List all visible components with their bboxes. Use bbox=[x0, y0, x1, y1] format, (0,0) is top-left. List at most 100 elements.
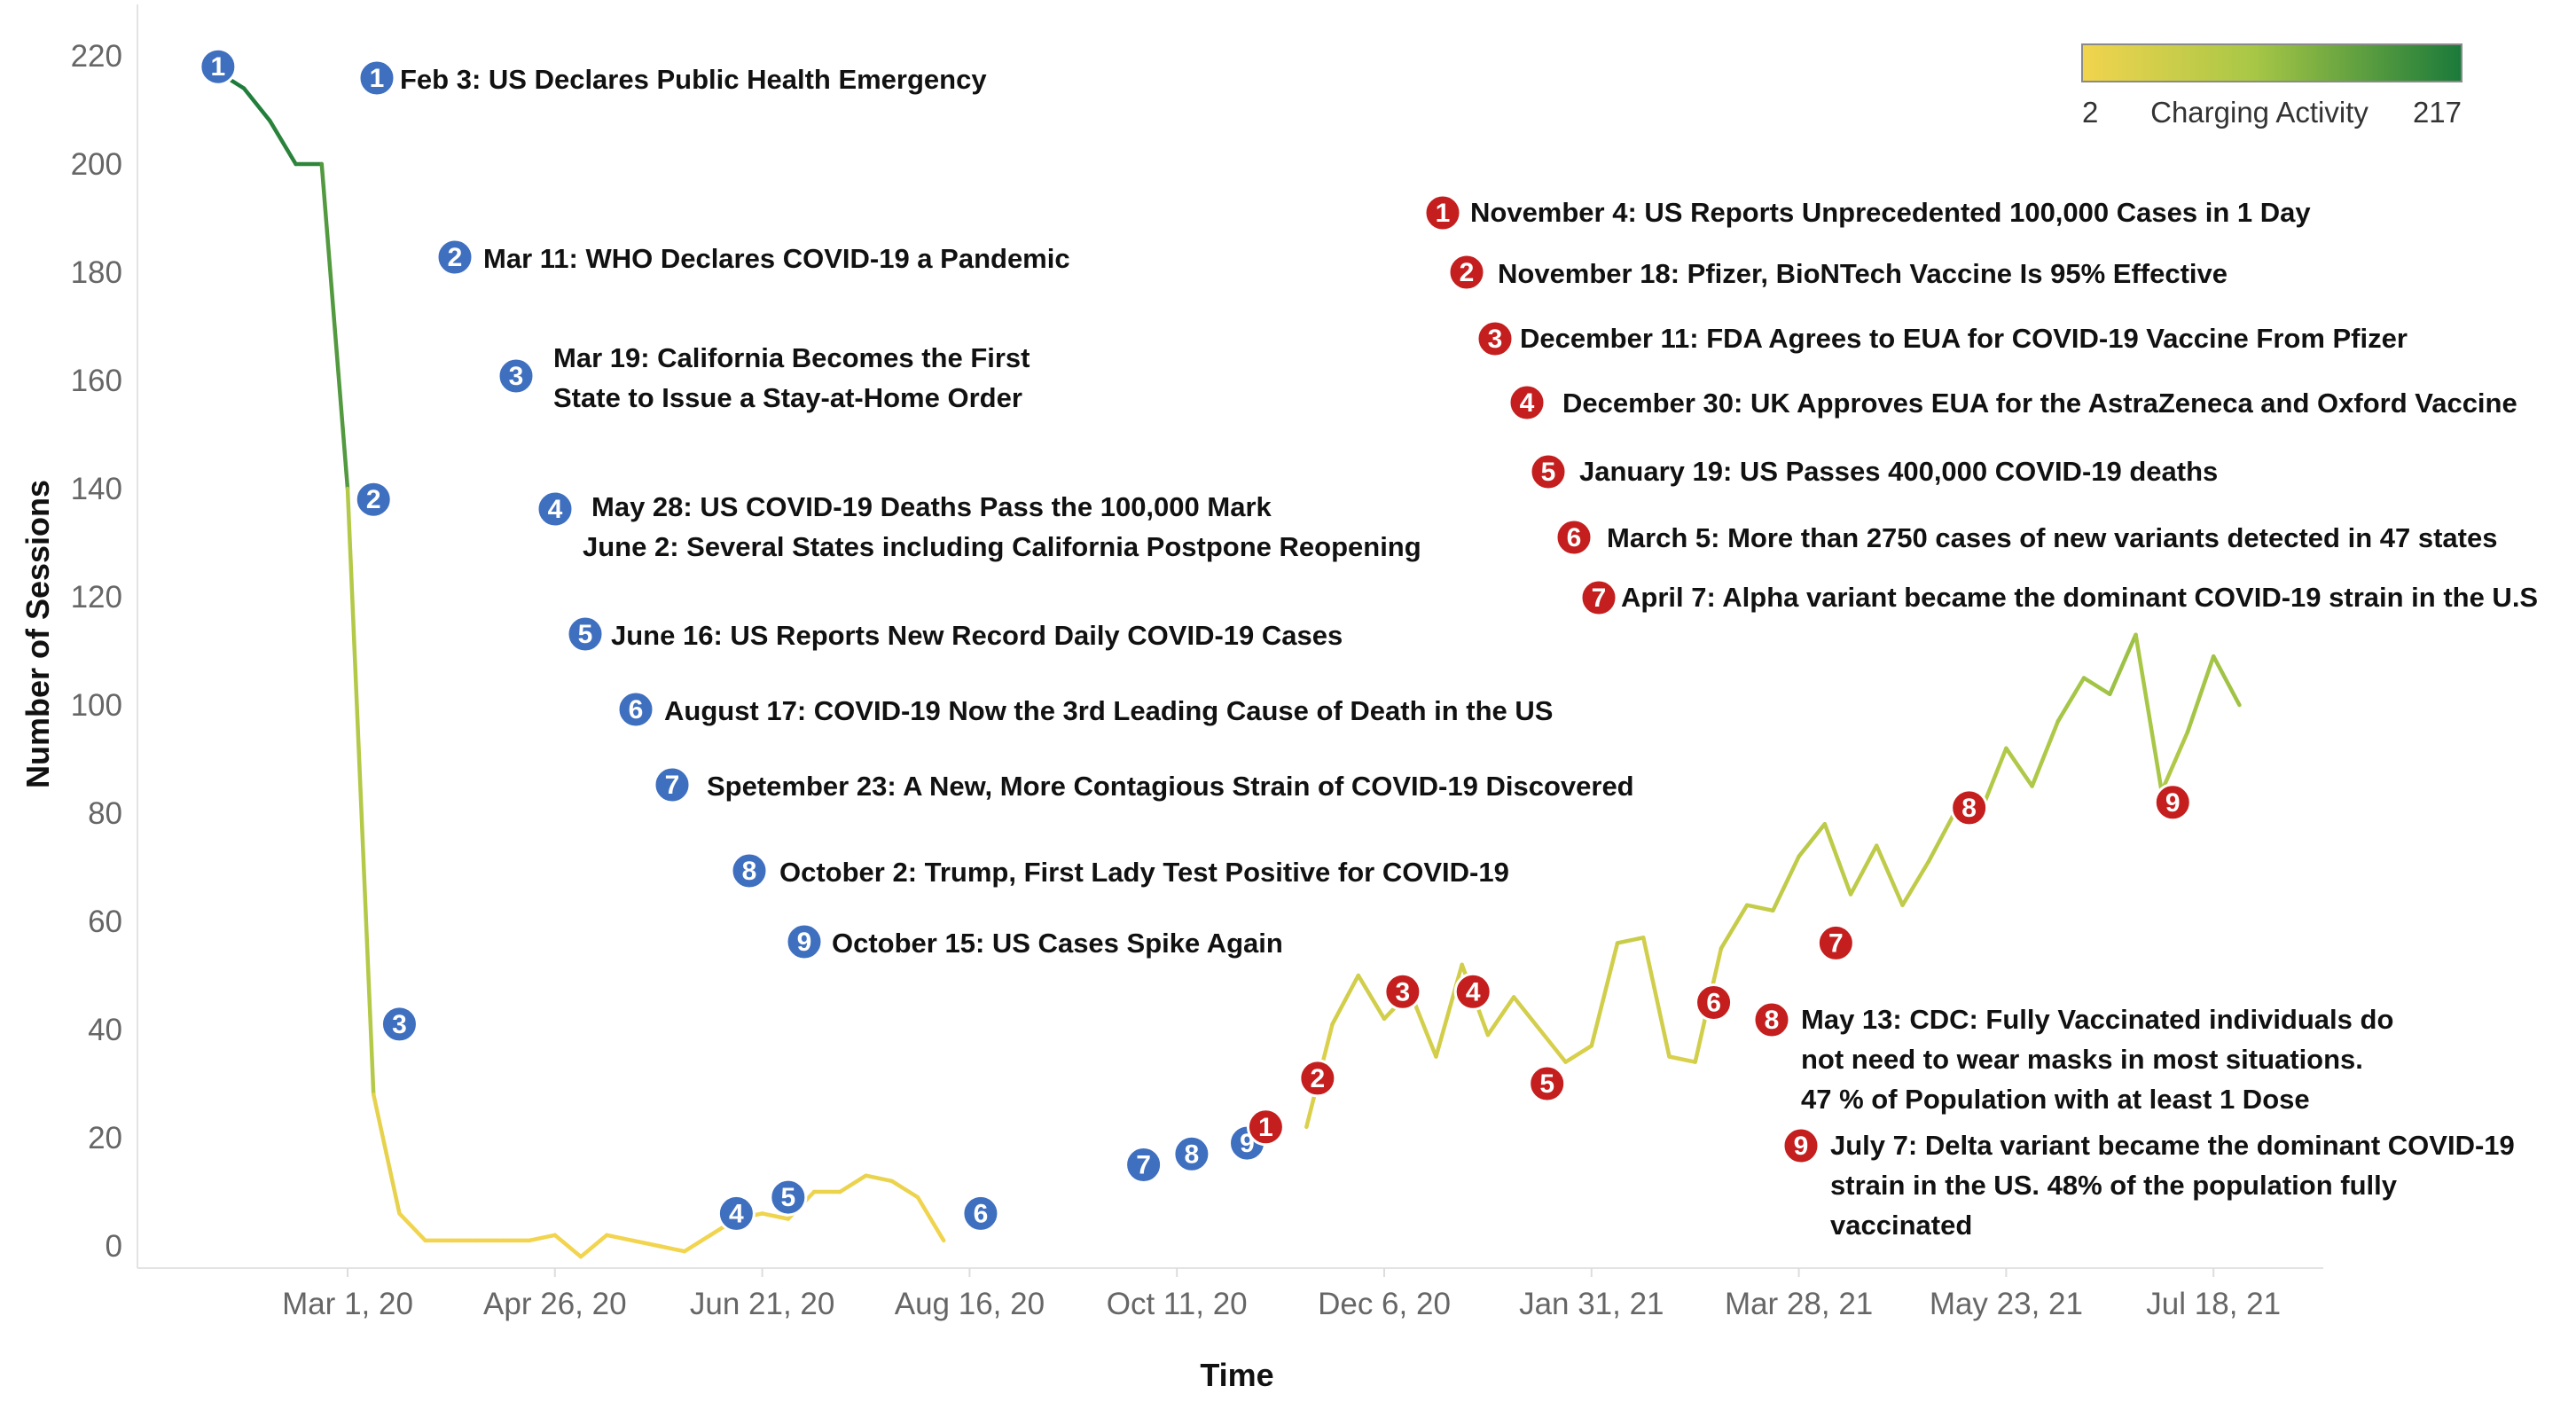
event-marker-2021-1-number: 1 bbox=[1258, 1113, 1273, 1142]
series-line-segment bbox=[864, 1173, 894, 1184]
series-line-segment bbox=[2211, 654, 2242, 708]
annotation-2020-6-badge: 6 bbox=[616, 690, 655, 729]
annotation-2021-3-badge: 3 bbox=[1476, 319, 1515, 358]
y-tick-label: 220 bbox=[71, 39, 122, 74]
annotation-text-line: Feb 3: US Declares Public Health Emergen… bbox=[400, 64, 987, 95]
series-line-segment bbox=[656, 1243, 687, 1254]
annotation-2021-9-badge: 9 bbox=[1781, 1126, 1820, 1165]
series-line-segment bbox=[1667, 1054, 1697, 1064]
annotation-2021-7-badge-circle bbox=[1579, 578, 1618, 617]
event-marker-2020-2-circle bbox=[354, 480, 393, 519]
series-line-segment bbox=[1875, 843, 1905, 907]
x-tick-label: Jan 31, 21 bbox=[1519, 1287, 1664, 1321]
event-marker-2021-3: 3 bbox=[1383, 972, 1422, 1011]
annotation-text-line: Mar 19: California Becomes the First bbox=[553, 342, 1030, 373]
event-marker-2020-5: 5 bbox=[769, 1178, 808, 1217]
event-marker-2020-7-circle bbox=[1124, 1146, 1163, 1184]
legend-title: Charging Activity bbox=[2150, 96, 2369, 129]
event-marker-2020-4-circle bbox=[716, 1194, 756, 1233]
event-marker-2020-3-circle bbox=[380, 1005, 419, 1044]
series-line-segment bbox=[1330, 973, 1361, 1027]
annotation-2021-4-badge-number: 4 bbox=[1520, 388, 1535, 418]
series-line-segment bbox=[682, 1233, 713, 1254]
annotation-2020-8-badge: 8 bbox=[730, 851, 769, 890]
event-marker-2021-6-number: 6 bbox=[1706, 989, 1721, 1018]
annotation-2021-5-badge: 5 bbox=[1529, 452, 1568, 491]
annotation-2021-2-badge-number: 2 bbox=[1460, 258, 1475, 287]
series-line-segment bbox=[552, 1233, 583, 1259]
series-line-segment bbox=[2004, 746, 2034, 788]
event-marker-2021-1: 1 bbox=[1246, 1108, 1285, 1147]
annotation-text-line: May 28: US COVID-19 Deaths Pass the 100,… bbox=[591, 491, 1272, 522]
annotation-2020-7: 7 Spetember 23: A New, More Contagious St… bbox=[653, 765, 1634, 804]
y-tick-label: 100 bbox=[71, 688, 122, 723]
annotation-2020-5-badge-circle bbox=[566, 615, 605, 654]
charging-activity-legend: 2 Charging Activity 217 bbox=[2081, 43, 2462, 129]
event-markers: 1 2 3 4 5 6 7 8 9 1 2 3 4 5 6 7 8 9 bbox=[199, 47, 2192, 1233]
series-line-segment bbox=[241, 86, 272, 123]
event-marker-2021-5-circle bbox=[1528, 1064, 1567, 1103]
annotation-text-line: October 15: US Cases Spike Again bbox=[832, 928, 1283, 959]
event-marker-2020-6-circle bbox=[961, 1194, 1000, 1233]
event-marker-2020-4-number: 4 bbox=[729, 1199, 744, 1228]
annotation-2021-4: 4 December 30: UK Approves EUA for the As… bbox=[1507, 383, 2517, 422]
annotation-text-line: December 11: FDA Agrees to EUA for COVID… bbox=[1520, 323, 2408, 354]
series-line-segment bbox=[1485, 995, 1516, 1038]
annotation-2020-5: 5 June 16: US Reports New Record Daily CO… bbox=[566, 615, 1343, 654]
annotation-text-line: December 30: UK Approves EUA for the Ast… bbox=[1562, 388, 2517, 419]
x-tick-label: Oct 11, 20 bbox=[1107, 1287, 1248, 1321]
annotation-2020-3: 3 Mar 19: California Becomes the First Sta… bbox=[497, 342, 1030, 413]
x-axis-title: Time bbox=[1200, 1357, 1273, 1393]
x-tick-label: Dec 6, 20 bbox=[1318, 1287, 1451, 1321]
annotation-2020-4: 4 May 28: US COVID-19 Deaths Pass the 100… bbox=[536, 490, 1421, 562]
annotation-text-line: 47 % of Population with at least 1 Dose bbox=[1801, 1084, 2310, 1115]
y-tick-label: 180 bbox=[71, 255, 122, 290]
series-line-segment bbox=[1771, 854, 1801, 913]
annotation-2021-2: 2 November 18: Pfizer, BioNTech Vaccine I… bbox=[1447, 253, 2228, 292]
annotations-2020: 1 Feb 3: US Declares Public Health Emerge… bbox=[357, 59, 1634, 961]
series-line-segment bbox=[1822, 821, 1853, 897]
x-tick-label: Jul 18, 21 bbox=[2146, 1287, 2281, 1321]
series-line-segment bbox=[1589, 941, 1620, 1048]
annotation-2021-9: 9 July 7: Delta variant became the domina… bbox=[1781, 1126, 2515, 1241]
annotation-2020-9-badge: 9 bbox=[785, 922, 824, 961]
annotation-text-line: July 7: Delta variant became the dominan… bbox=[1830, 1130, 2515, 1161]
annotation-text-line: April 7: Alpha variant became the domina… bbox=[1621, 582, 2538, 613]
event-marker-2021-5-number: 5 bbox=[1539, 1069, 1554, 1099]
annotation-2021-6-badge: 6 bbox=[1554, 518, 1593, 557]
annotation-2020-5-badge-number: 5 bbox=[578, 620, 593, 649]
event-marker-2020-1-number: 1 bbox=[211, 52, 226, 82]
y-axis-ticks: 0 20 40 60 80 100 120 140 160 180 200 220 bbox=[71, 39, 122, 1264]
event-marker-2020-6: 6 bbox=[961, 1194, 1000, 1233]
x-axis-ticks: Mar 1, 20 Apr 26, 20 Jun 21, 20 Aug 16, 20 O… bbox=[282, 1268, 2281, 1321]
annotation-text-line: Mar 11: WHO Declares COVID-19 a Pandemic bbox=[483, 243, 1070, 274]
event-marker-2021-9-number: 9 bbox=[2165, 788, 2181, 818]
series-line-segment bbox=[838, 1173, 868, 1194]
series-line-segment bbox=[319, 161, 350, 491]
y-tick-label: 20 bbox=[88, 1121, 122, 1155]
annotation-2021-1-badge-number: 1 bbox=[1436, 199, 1451, 228]
y-tick-label: 200 bbox=[71, 147, 122, 182]
y-tick-label: 60 bbox=[88, 905, 122, 939]
annotation-text-line: January 19: US Passes 400,000 COVID-19 d… bbox=[1579, 456, 2218, 487]
annotation-2020-1-badge-number: 1 bbox=[370, 64, 385, 93]
annotation-2021-8-badge-circle bbox=[1752, 1000, 1791, 1039]
annotation-2020-1: 1 Feb 3: US Declares Public Health Emerge… bbox=[357, 59, 987, 98]
annotation-text-line: strain in the US. 48% of the population … bbox=[1830, 1170, 2398, 1201]
annotation-2020-7-badge-circle bbox=[653, 765, 692, 804]
y-tick-label: 120 bbox=[71, 580, 122, 615]
event-marker-2021-2-number: 2 bbox=[1311, 1064, 1326, 1093]
series-line-segment bbox=[1356, 973, 1387, 1022]
annotation-2020-9-badge-circle bbox=[785, 922, 824, 961]
series-line-segment bbox=[2055, 676, 2087, 724]
annotation-2021-7-badge-number: 7 bbox=[1592, 584, 1607, 613]
annotation-text-line: November 4: US Reports Unprecedented 100… bbox=[1470, 197, 2311, 228]
event-marker-2020-3-number: 3 bbox=[392, 1010, 407, 1039]
annotation-text-line: not need to wear masks in most situation… bbox=[1801, 1044, 2363, 1075]
annotation-text-line: June 2: Several States including Califor… bbox=[583, 531, 1421, 562]
y-tick-label: 160 bbox=[71, 364, 122, 398]
x-tick-label: Jun 21, 20 bbox=[690, 1287, 834, 1321]
series-line-segment bbox=[1641, 936, 1672, 1059]
series-line-segment bbox=[1900, 859, 1930, 907]
annotation-2020-6-badge-number: 6 bbox=[629, 695, 644, 724]
